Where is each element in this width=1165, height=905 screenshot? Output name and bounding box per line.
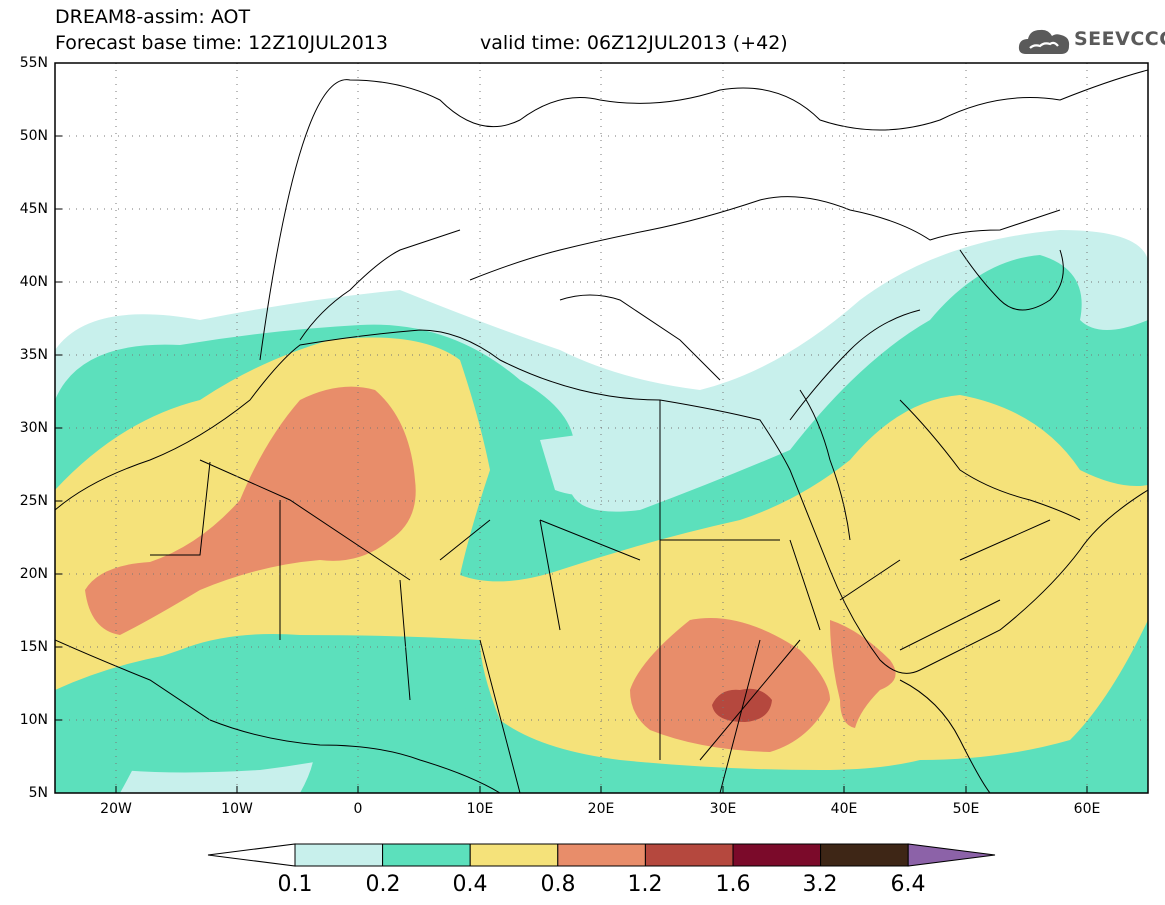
lat-label-10n: 10N: [19, 712, 48, 728]
lat-label-20n: 20N: [19, 566, 48, 582]
lat-label-35n: 35N: [19, 347, 48, 363]
lat-label-5n: 5N: [28, 785, 48, 801]
forecast-base-time: Forecast base time: 12Z10JUL2013: [55, 32, 388, 54]
cloud-icon: [1018, 29, 1070, 54]
lon-label-0: 0: [353, 801, 363, 817]
colorbar-label-0.4: 0.4: [452, 872, 488, 897]
lat-label-30n: 30N: [19, 420, 48, 436]
axis-ticks: [55, 62, 1088, 793]
lon-label-20w: 20W: [100, 801, 132, 817]
aot-contour-0.2-south: [55, 640, 480, 773]
lon-label-20e: 20E: [587, 801, 615, 817]
lon-label-50e: 50E: [952, 801, 980, 817]
lon-label-60e: 60E: [1073, 801, 1101, 817]
lat-label-15n: 15N: [19, 639, 48, 655]
colorbar-label-6.4: 6.4: [890, 872, 926, 897]
lon-label-40e: 40E: [830, 801, 858, 817]
logo-text: SEEVCCC: [1074, 28, 1165, 50]
seevccc-logo: SEEVCCC: [1018, 24, 1165, 58]
colorbar-label-0.2: 0.2: [365, 872, 401, 897]
colorbar-label-3.2: 3.2: [802, 872, 838, 897]
lon-label-10e: 10E: [466, 801, 494, 817]
gridlines: [55, 63, 1148, 793]
aot-contour-0.8-sudan: [630, 618, 830, 752]
lat-label-55n: 55N: [19, 55, 48, 71]
lat-label-45n: 45N: [19, 201, 48, 217]
colorbar-label-1.6: 1.6: [715, 872, 751, 897]
map-title: DREAM8-assim: AOT: [55, 6, 251, 28]
lon-label-10w: 10W: [221, 801, 253, 817]
aot-contour-0.8-west: [85, 386, 416, 635]
aot-contour-1.2: [712, 688, 772, 722]
colorbar-label-0.8: 0.8: [540, 872, 576, 897]
lat-label-40n: 40N: [19, 274, 48, 290]
lon-label-30e: 30E: [709, 801, 737, 817]
lat-label-25n: 25N: [19, 493, 48, 509]
coastlines: [55, 69, 1148, 793]
valid-time: valid time: 06Z12JUL2013 (+42): [480, 32, 788, 54]
colorbar-label-1.2: 1.2: [627, 872, 663, 897]
lat-label-50n: 50N: [19, 128, 48, 144]
colorbar-label-0.1: 0.1: [277, 872, 313, 897]
